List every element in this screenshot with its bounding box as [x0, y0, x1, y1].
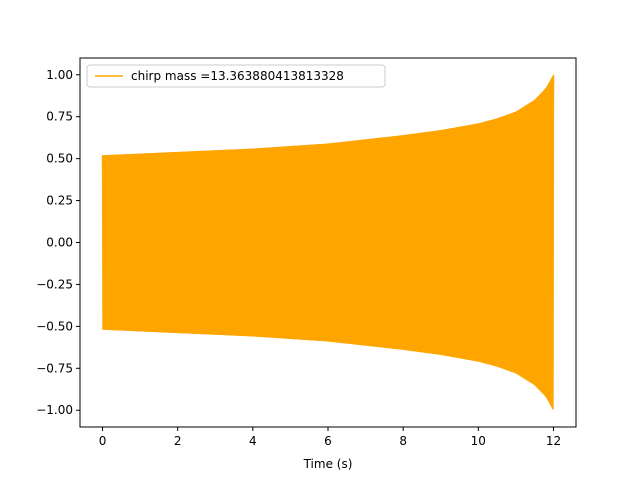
y-tick-label: −0.75 — [36, 361, 73, 375]
x-tick-label: 6 — [324, 434, 332, 448]
x-tick-label: 2 — [174, 434, 182, 448]
legend: chirp mass =13.363880413813328 — [86, 64, 386, 88]
x-tick-label: 4 — [249, 434, 257, 448]
y-tick-label: −0.50 — [36, 319, 73, 333]
y-tick-label: 0.00 — [46, 236, 73, 250]
y-tick-label: −0.25 — [36, 277, 73, 291]
series-line-chirp — [101, 74, 555, 410]
x-axis-label: Time (s) — [303, 457, 353, 471]
x-tick-label: 0 — [99, 434, 107, 448]
x-tick-label: 12 — [546, 434, 561, 448]
x-tick-label: 10 — [471, 434, 486, 448]
y-tick-label: −1.00 — [36, 403, 73, 417]
y-tick-label: 0.75 — [46, 110, 73, 124]
y-tick-label: 0.25 — [46, 194, 73, 208]
x-tick-label: 8 — [399, 434, 407, 448]
y-tick-label: 1.00 — [46, 68, 73, 82]
y-axis: 1.00 0.75 0.50 0.25 0.00 −0.25 −0.50 −0.75 −1.00 — [36, 68, 80, 417]
legend-entry-label: chirp mass =13.363880413813328 — [131, 69, 344, 83]
plot-area — [101, 74, 555, 411]
legend-box — [86, 64, 386, 88]
x-axis: 0 2 4 6 8 10 12 — [99, 427, 561, 448]
y-tick-label: 0.50 — [46, 152, 73, 166]
